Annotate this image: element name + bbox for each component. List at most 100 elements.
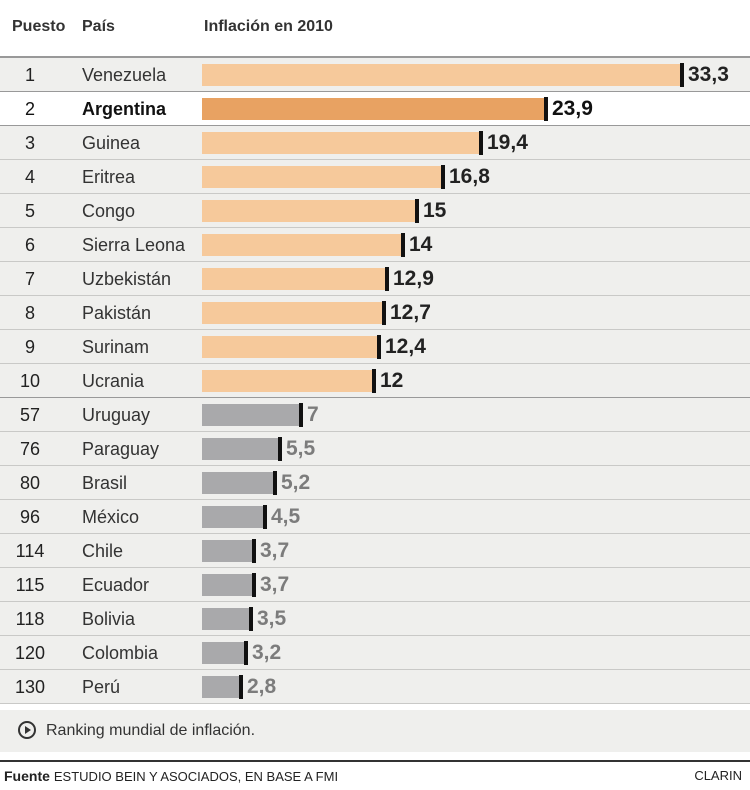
- row-divider: [0, 431, 750, 432]
- play-circle-icon[interactable]: [18, 721, 36, 739]
- bar-end-marker: [244, 641, 248, 665]
- row-divider: [0, 465, 750, 466]
- rank-label: 115: [15, 575, 45, 595]
- bar-end-marker: [401, 233, 405, 257]
- rank-label: 8: [24, 303, 35, 323]
- value-label: 3,2: [252, 641, 282, 664]
- value-label: 33,3: [688, 63, 729, 86]
- row-divider: [0, 703, 750, 704]
- row-divider: [0, 193, 750, 194]
- header-rank: Puesto: [12, 18, 66, 35]
- table-row: 115 Ecuador 3,7: [0, 568, 750, 602]
- row-divider: [0, 295, 750, 296]
- row-divider: [0, 533, 750, 534]
- country-label: Brasil: [82, 473, 128, 493]
- bar-end-marker: [441, 165, 445, 189]
- source-line: Fuente ESTUDIO BEIN Y ASOCIADOS, EN BASE …: [4, 768, 338, 784]
- bar: [202, 98, 548, 120]
- bar-end-marker: [372, 369, 376, 393]
- bar: [202, 438, 282, 460]
- bar-end-marker: [377, 335, 381, 359]
- value-label: 12,7: [390, 301, 431, 324]
- bar-end-marker: [385, 267, 389, 291]
- rank-label: 114: [15, 541, 45, 561]
- bar-end-marker: [680, 63, 684, 87]
- country-label: Paraguay: [82, 439, 160, 459]
- rank-label: 3: [24, 133, 35, 153]
- bar-end-marker: [544, 97, 548, 121]
- rank-label: 5: [24, 201, 35, 221]
- value-label: 12: [380, 369, 404, 392]
- bar: [202, 302, 386, 324]
- country-label: Argentina: [82, 99, 167, 119]
- brand-label: CLARIN: [694, 768, 742, 783]
- bar-end-marker: [479, 131, 483, 155]
- bar: [202, 574, 256, 596]
- table-row: 3 Guinea 19,4: [0, 126, 750, 160]
- country-label: Bolivia: [82, 609, 136, 629]
- rank-label: 10: [19, 371, 41, 391]
- value-label: 23,9: [552, 97, 593, 120]
- country-label: Ecuador: [82, 575, 150, 595]
- value-label: 5,5: [286, 437, 316, 460]
- country-label: Pakistán: [82, 303, 152, 323]
- bar-end-marker: [273, 471, 277, 495]
- row-divider: [0, 261, 750, 262]
- country-label: Chile: [82, 541, 124, 561]
- table-row: 10 Ucrania 12: [0, 364, 750, 398]
- bar: [202, 676, 243, 698]
- table-row: 130 Perú 2,8: [0, 670, 750, 704]
- bar: [202, 132, 483, 154]
- rank-label: 6: [24, 235, 35, 255]
- row-divider: [0, 499, 750, 500]
- bar-end-marker: [415, 199, 419, 223]
- table-row: 8 Pakistán 12,7: [0, 296, 750, 330]
- table-row: 7 Uzbekistán 12,9: [0, 262, 750, 296]
- bar-end-marker: [299, 403, 303, 427]
- table-row: 1 Venezuela 33,3: [0, 58, 750, 92]
- row-divider: [0, 601, 750, 602]
- bar: [202, 64, 684, 86]
- country-label: Surinam: [82, 337, 150, 357]
- source-label: Fuente: [4, 768, 50, 784]
- rank-label: 96: [19, 507, 41, 527]
- value-label: 14: [409, 233, 433, 256]
- rank-label: 76: [19, 439, 41, 459]
- table-row: 96 México 4,5: [0, 500, 750, 534]
- bar: [202, 166, 445, 188]
- bar: [202, 608, 253, 630]
- bar: [202, 472, 277, 494]
- row-divider: [0, 635, 750, 636]
- rank-label: 7: [24, 269, 35, 289]
- bar: [202, 200, 419, 222]
- value-label: 12,4: [385, 335, 426, 358]
- rank-label: 80: [19, 473, 41, 493]
- bar: [202, 506, 267, 528]
- value-label: 7: [307, 403, 319, 426]
- footer: Fuente ESTUDIO BEIN Y ASOCIADOS, EN BASE …: [0, 760, 750, 790]
- header-country: País: [82, 18, 115, 35]
- bar: [202, 404, 303, 426]
- country-label: Colombia: [82, 643, 159, 663]
- bar-end-marker: [263, 505, 267, 529]
- rank-label: 118: [15, 609, 45, 629]
- country-label: Venezuela: [82, 65, 167, 85]
- row-divider: [0, 227, 750, 228]
- header-divider: [0, 56, 750, 58]
- bar: [202, 336, 381, 358]
- value-label: 16,8: [449, 165, 490, 188]
- value-label: 3,5: [257, 607, 287, 630]
- value-label: 15: [423, 199, 447, 222]
- bar-end-marker: [239, 675, 243, 699]
- row-divider: [0, 159, 750, 160]
- table-row: 80 Brasil 5,2: [0, 466, 750, 500]
- bar: [202, 540, 256, 562]
- note-row: Ranking mundial de inflación.: [0, 710, 750, 752]
- table-row: 118 Bolivia 3,5: [0, 602, 750, 636]
- value-label: 19,4: [487, 131, 528, 154]
- row-divider: [0, 329, 750, 330]
- value-label: 3,7: [260, 539, 290, 562]
- source-text: ESTUDIO BEIN Y ASOCIADOS, EN BASE A FMI: [53, 769, 339, 784]
- country-label: Eritrea: [82, 167, 136, 187]
